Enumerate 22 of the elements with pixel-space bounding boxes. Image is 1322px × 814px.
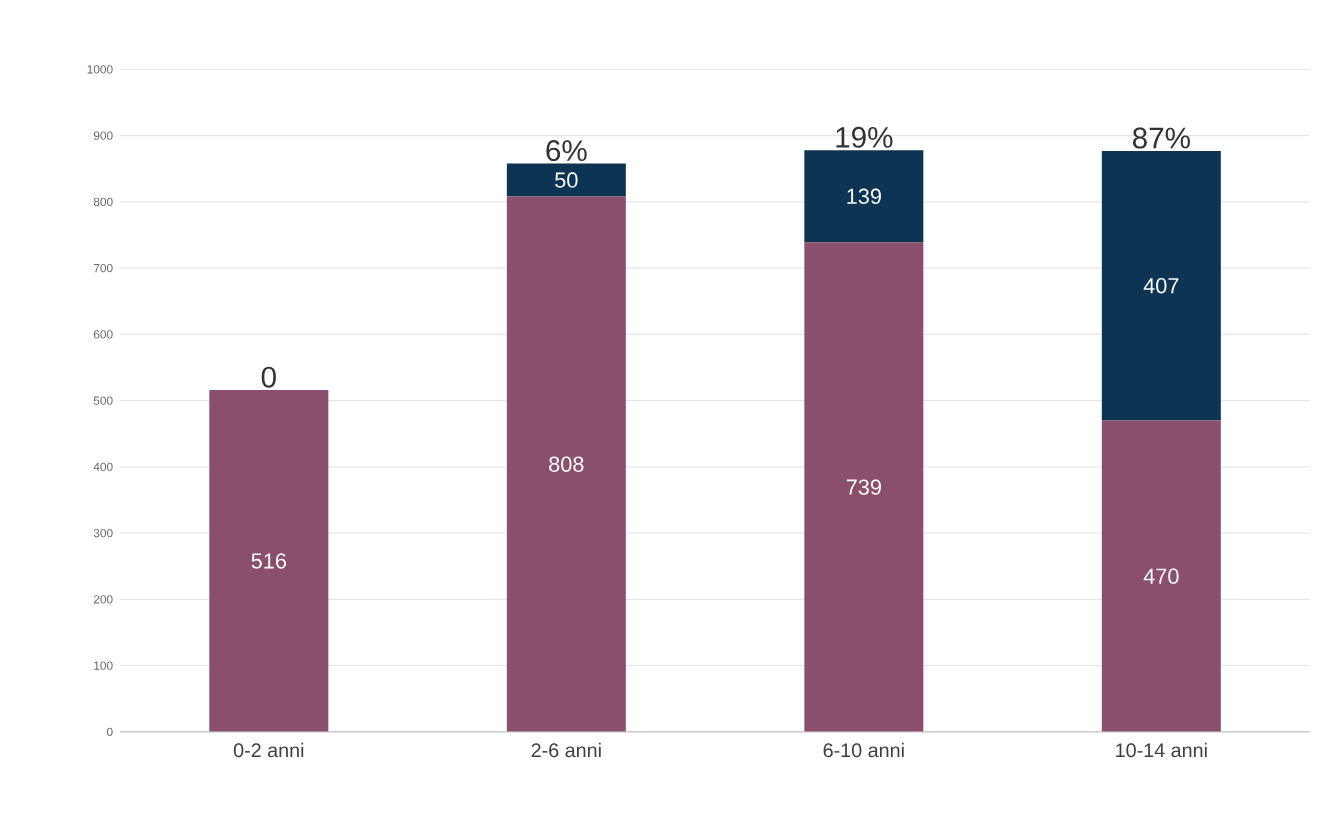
x-tick-label: 6-10 anni [823, 743, 904, 758]
data-label: 139 [847, 189, 881, 205]
x-tick-label: 2-6 anni [531, 743, 601, 758]
data-label: 739 [846, 479, 881, 496]
bar [209, 390, 329, 733]
annotation: 0 [261, 367, 276, 389]
bar [1101, 420, 1221, 733]
data-label: 407 [1143, 278, 1179, 294]
data-label: 50 [555, 172, 578, 189]
data-label: 470 [1143, 568, 1179, 585]
bar [804, 242, 924, 733]
annotation: 19% [836, 127, 893, 149]
data-label: 808 [549, 456, 584, 473]
bar [506, 197, 626, 733]
annotation: 6% [546, 140, 587, 162]
x-tick-label: 0-2 anni [233, 743, 304, 758]
bar [804, 150, 924, 243]
bar [1101, 151, 1221, 421]
annotation: 87% [1132, 127, 1190, 149]
data-label: 516 [251, 553, 286, 570]
x-tick-label: 10-14 anni [1116, 743, 1207, 758]
bar [506, 163, 626, 197]
